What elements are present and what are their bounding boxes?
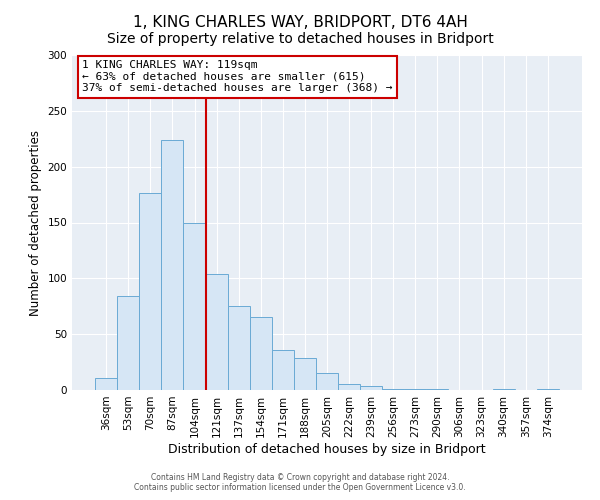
Bar xyxy=(404,389,427,390)
Bar xyxy=(316,373,338,390)
Bar xyxy=(360,386,382,390)
Bar xyxy=(294,358,316,390)
Bar xyxy=(338,384,360,390)
Bar xyxy=(537,389,559,390)
Y-axis label: Number of detached properties: Number of detached properties xyxy=(29,130,42,316)
Bar xyxy=(382,389,404,390)
Bar xyxy=(427,389,448,390)
Bar xyxy=(139,194,161,390)
Bar xyxy=(161,140,184,390)
Bar xyxy=(95,378,117,390)
Bar xyxy=(272,350,294,390)
Bar xyxy=(493,389,515,390)
Bar xyxy=(227,306,250,390)
Bar xyxy=(117,296,139,390)
Text: 1, KING CHARLES WAY, BRIDPORT, DT6 4AH: 1, KING CHARLES WAY, BRIDPORT, DT6 4AH xyxy=(133,15,467,30)
Bar xyxy=(184,222,206,390)
Text: Size of property relative to detached houses in Bridport: Size of property relative to detached ho… xyxy=(107,32,493,46)
Bar xyxy=(250,318,272,390)
Text: Contains HM Land Registry data © Crown copyright and database right 2024.
Contai: Contains HM Land Registry data © Crown c… xyxy=(134,473,466,492)
Bar xyxy=(206,274,227,390)
X-axis label: Distribution of detached houses by size in Bridport: Distribution of detached houses by size … xyxy=(168,442,486,456)
Text: 1 KING CHARLES WAY: 119sqm
← 63% of detached houses are smaller (615)
37% of sem: 1 KING CHARLES WAY: 119sqm ← 63% of deta… xyxy=(82,60,392,93)
